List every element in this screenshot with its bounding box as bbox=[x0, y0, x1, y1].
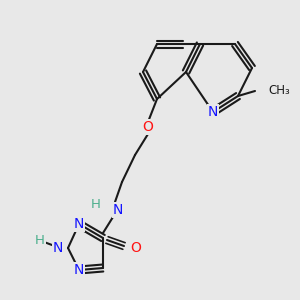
Text: H: H bbox=[35, 233, 45, 247]
Text: N: N bbox=[74, 217, 84, 231]
Text: CH₃: CH₃ bbox=[268, 85, 290, 98]
Text: N: N bbox=[74, 263, 84, 277]
Text: N: N bbox=[113, 203, 123, 217]
Text: H: H bbox=[91, 199, 101, 212]
Text: N: N bbox=[53, 241, 63, 255]
Text: O: O bbox=[142, 120, 153, 134]
Text: O: O bbox=[130, 241, 141, 255]
Text: N: N bbox=[208, 105, 218, 119]
